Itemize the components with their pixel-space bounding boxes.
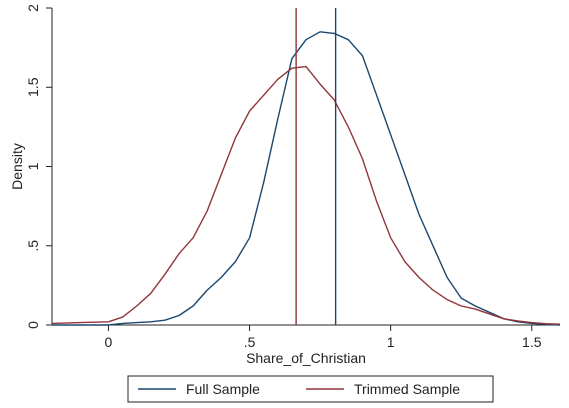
y-tick-label: .5 [25, 240, 41, 252]
y-tick-label: 1 [25, 162, 41, 170]
y-tick-label: 2 [25, 4, 41, 12]
x-tick-label: 1 [387, 334, 395, 350]
series-line-full-sample [52, 31, 561, 326]
x-tick-label: 0 [105, 334, 113, 350]
y-tick-label: 1.5 [25, 77, 41, 97]
vline-layer [295, 8, 337, 325]
series-layer [51, 31, 561, 326]
legend: Full Sample Trimmed Sample [127, 375, 494, 403]
y-axis-label: Density [9, 143, 25, 190]
x-tick-label: 1.5 [522, 334, 542, 350]
legend-label: Full Sample [186, 381, 260, 397]
x-axis-label: Share_of_Christian [246, 350, 366, 366]
series-line-trimmed-sample [51, 65, 561, 325]
y-tick-label: 0 [25, 321, 41, 329]
axes-layer: 0 .5 1 1.5 0 .5 1 1.5 2 [25, 4, 560, 350]
x-tick-label: .5 [244, 334, 256, 350]
legend-label: Trimmed Sample [354, 381, 460, 397]
